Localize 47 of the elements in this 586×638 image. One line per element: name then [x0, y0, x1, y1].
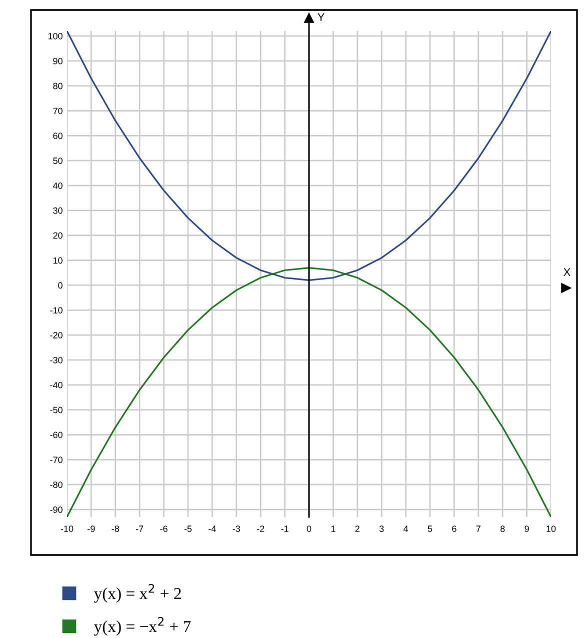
y-tick-label: 60 — [53, 132, 62, 140]
x-tick-label: -7 — [136, 526, 144, 532]
y-tick-label: -50 — [50, 406, 62, 414]
x-tick-label: -9 — [88, 526, 95, 532]
x-tick-label: -2 — [256, 526, 264, 532]
y-tick-label: 40 — [53, 182, 62, 189]
line-series — [67, 31, 551, 282]
y-tick-label: 80 — [53, 82, 62, 90]
x-tick-label: -5 — [184, 526, 192, 532]
x-tick-label: 2 — [355, 526, 360, 532]
x-tick-label: 9 — [524, 526, 529, 532]
x-tick-label: -4 — [208, 526, 216, 532]
x-tick-label: -8 — [112, 526, 120, 532]
y-tick-label: -10 — [50, 307, 62, 314]
x-tick-label: 5 — [428, 526, 432, 532]
x-tick-label: -6 — [160, 526, 168, 532]
legend-label: y(x) = x$^{2}$ + 2 — [94, 584, 181, 603]
x-tick-label: 4 — [403, 526, 408, 532]
y-tick-label: 70 — [53, 108, 62, 114]
legend-label: y(x) = −x$^{2}$ + 7 — [94, 617, 191, 636]
y-tick-label: 100 — [48, 32, 62, 40]
x-tick-label: 0 — [306, 526, 312, 532]
line-series — [67, 266, 551, 517]
y-tick-label: -90 — [50, 506, 62, 513]
x-axis-title: X — [564, 268, 570, 276]
y-tick-label: 30 — [53, 207, 62, 214]
x-tick-label: 6 — [452, 526, 456, 532]
y-tick-label: -70 — [50, 456, 62, 464]
x-tick-label: 1 — [331, 526, 336, 532]
y-tick-label: 90 — [53, 58, 62, 64]
y-tick-label: -80 — [50, 482, 62, 488]
x-tick-label: 8 — [500, 526, 505, 532]
x-tick-label: -3 — [232, 526, 240, 532]
y-tick-label: -20 — [50, 332, 62, 338]
y-tick-label: 0 — [58, 282, 62, 289]
x-tick-label: 3 — [379, 526, 384, 532]
x-tick-label: -1 — [281, 526, 288, 532]
x-tick-label: -10 — [60, 526, 74, 532]
x-tick-label: 7 — [476, 526, 480, 532]
y-tick-label: 50 — [53, 158, 62, 164]
y-axis-title: Y — [318, 13, 324, 21]
y-tick-label: 20 — [53, 232, 62, 239]
y-tick-label: -60 — [50, 432, 62, 438]
x-tick-label: 10 — [546, 526, 556, 532]
y-tick-label: -40 — [50, 382, 62, 388]
y-tick-label: 10 — [53, 257, 62, 264]
y-tick-label: -30 — [50, 356, 62, 364]
